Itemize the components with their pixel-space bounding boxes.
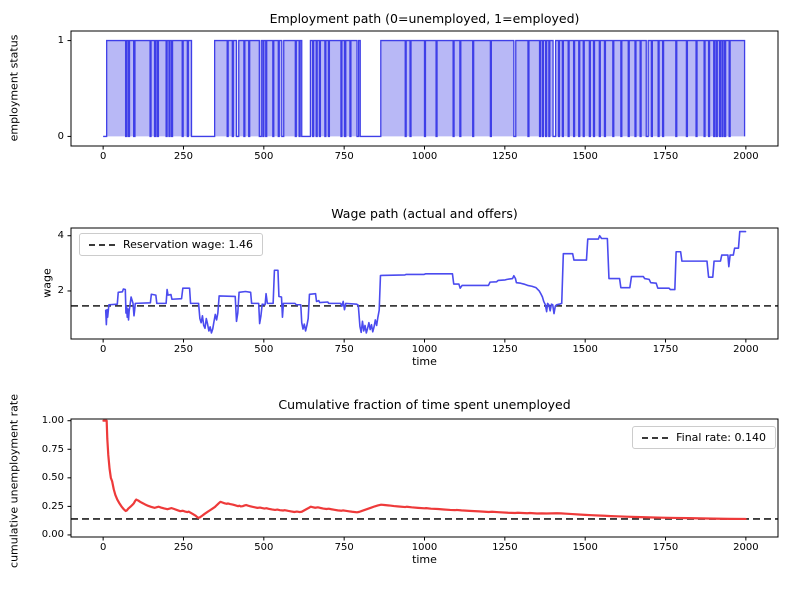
- x-tick-label: 1750: [652, 344, 679, 355]
- final-rate-legend: Final rate: 0.140: [632, 426, 776, 449]
- x-tick-label: 0: [99, 542, 107, 553]
- x-tick-label: 250: [173, 542, 194, 553]
- x-tick-label: 250: [173, 344, 194, 355]
- x-tick-label: 750: [334, 344, 354, 355]
- x-tick-label: 250: [173, 151, 194, 162]
- x-tick-label: 500: [254, 542, 274, 553]
- x-tick-label: 1000: [411, 151, 438, 162]
- wage-series: [104, 230, 747, 334]
- reservation-wage-legend: Reservation wage: 1.46: [79, 233, 263, 256]
- x-tick-label: 0: [99, 151, 107, 162]
- employment-plot: [67, 30, 779, 150]
- dashed-line-icon: [642, 436, 669, 439]
- cumulative-ylabel: cumulative unemployment rate: [7, 394, 21, 568]
- reservation-wage-legend-label: Reservation wage: 1.46: [123, 238, 253, 251]
- x-tick-label: 1250: [492, 151, 518, 162]
- x-tick-label: 750: [334, 542, 354, 553]
- x-tick-label: 1500: [572, 542, 598, 553]
- cumulative-plot: [67, 418, 779, 541]
- y-tick-label: 4: [57, 230, 64, 242]
- x-tick-label: 1250: [492, 542, 518, 553]
- x-tick-label: 1500: [572, 151, 598, 162]
- employment-series: [103, 39, 746, 138]
- cumulative-series: [102, 419, 747, 521]
- x-tick-label: 500: [254, 344, 274, 355]
- y-tick-label: 0.75: [41, 443, 64, 455]
- x-tick-label: 1750: [652, 542, 679, 553]
- axes-frame: [70, 227, 779, 340]
- cumulative-title: Cumulative fraction of time spent unempl…: [278, 397, 571, 412]
- y-tick-label: 0.25: [41, 500, 64, 512]
- x-tick-label: 2000: [733, 151, 759, 162]
- axes-frame: [70, 418, 779, 538]
- x-tick-label: 1000: [411, 542, 438, 553]
- y-tick-label: 0: [57, 130, 64, 142]
- cumulative-xlabel: time: [412, 553, 437, 566]
- axes-frame: [70, 30, 779, 147]
- x-tick-label: 500: [254, 151, 274, 162]
- y-tick-label: 1.00: [41, 415, 64, 427]
- wage-ylabel: wage: [40, 268, 54, 298]
- x-tick-label: 0: [99, 344, 107, 355]
- y-tick-label: 1: [57, 35, 64, 47]
- x-tick-label: 1000: [411, 344, 438, 355]
- y-tick-label: 0.50: [41, 472, 64, 484]
- y-tick-label: 2: [57, 285, 64, 297]
- x-tick-label: 1500: [572, 344, 598, 355]
- wage-title: Wage path (actual and offers): [331, 206, 518, 221]
- employment-ylabel: employment status: [7, 34, 21, 142]
- y-tick-label: 0.00: [41, 529, 64, 541]
- x-tick-label: 2000: [733, 542, 759, 553]
- wage-plot: [67, 227, 779, 343]
- wage-xlabel: time: [412, 355, 437, 368]
- x-tick-label: 2000: [733, 344, 759, 355]
- x-tick-label: 750: [334, 151, 354, 162]
- final-rate-legend-label: Final rate: 0.140: [676, 431, 766, 444]
- employment-title: Employment path (0=unemployed, 1=employe…: [269, 11, 580, 26]
- dashed-line-icon: [89, 243, 115, 246]
- x-tick-label: 1750: [652, 151, 679, 162]
- x-tick-label: 1250: [492, 344, 518, 355]
